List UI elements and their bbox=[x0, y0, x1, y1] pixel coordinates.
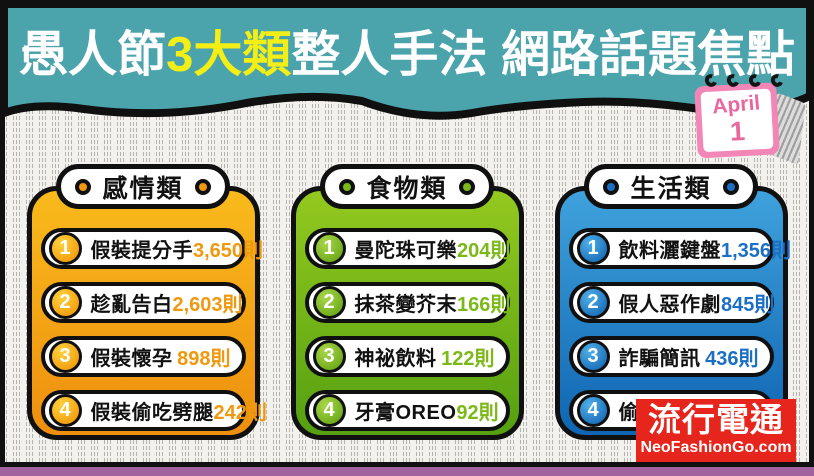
mention-count: 436則 bbox=[705, 348, 759, 370]
prank-label: 神祕飲料 bbox=[354, 348, 437, 370]
prank-label: 抹茶變芥末 bbox=[354, 294, 457, 316]
rank-item: 4 假裝偷吃劈腿 242則 bbox=[40, 390, 267, 431]
brand-name: 流行電通 bbox=[648, 401, 784, 439]
rank-number-badge: 1 bbox=[312, 232, 346, 265]
banner: 愚人節3大類整人手法 網路話題焦點 bbox=[0, 0, 814, 128]
frame-border-right bbox=[809, 0, 814, 467]
mention-count: 1,356則 bbox=[721, 240, 792, 262]
mention-count: 845則 bbox=[721, 294, 775, 316]
category-header: 食物類 bbox=[320, 164, 494, 209]
category-title: 生活類 bbox=[630, 174, 712, 203]
rank-item: 3 假裝懷孕 898則 bbox=[40, 336, 246, 377]
title-suffix: 整人手法 網路話題焦點 bbox=[291, 28, 795, 82]
rank-item: 3 神祕飲料 122則 bbox=[304, 336, 510, 377]
frame-border-left bbox=[0, 0, 5, 467]
bottom-purple-strip bbox=[0, 467, 814, 476]
rank-item: 1 曼陀珠可樂 204則 bbox=[304, 228, 511, 269]
rank-item: 4 牙膏OREO 92則 bbox=[304, 390, 510, 431]
dot-icon bbox=[458, 178, 475, 195]
title-highlight: 3大類 bbox=[166, 28, 292, 82]
prank-label: 曼陀珠可樂 bbox=[354, 240, 457, 262]
rank-number-badge: 3 bbox=[48, 340, 82, 373]
rank-item: 1 飲料灑鍵盤 1,356則 bbox=[568, 228, 791, 269]
page-title: 愚人節3大類整人手法 網路話題焦點 bbox=[0, 15, 814, 86]
rank-number-badge: 2 bbox=[48, 286, 82, 319]
mention-count: 92則 bbox=[456, 402, 499, 424]
prank-label: 假裝懷孕 bbox=[90, 348, 173, 370]
calendar-rings-icon bbox=[696, 72, 792, 89]
rank-item: 3 詐騙簡訊 436則 bbox=[568, 336, 774, 377]
rank-number-badge: 1 bbox=[576, 232, 610, 265]
dot-icon bbox=[603, 178, 620, 195]
rank-item: 2 假人惡作劇 845則 bbox=[568, 282, 775, 323]
mention-count: 2,603則 bbox=[172, 294, 243, 316]
rank-number-badge: 4 bbox=[48, 394, 82, 427]
rank-number-badge: 3 bbox=[312, 340, 346, 373]
prank-label: 假人惡作劇 bbox=[618, 294, 721, 316]
dot-icon bbox=[75, 178, 92, 195]
category-header: 感情類 bbox=[56, 164, 230, 209]
dot-icon bbox=[194, 178, 211, 195]
rank-number-badge: 4 bbox=[576, 394, 610, 427]
calendar-frame: April 1 bbox=[694, 82, 780, 159]
mention-count: 122則 bbox=[441, 348, 495, 370]
brand-logo: 流行電通 NeoFashionGo.com bbox=[636, 399, 796, 462]
category-title: 感情類 bbox=[102, 174, 184, 203]
brand-site-url: NeoFashionGo.com bbox=[640, 439, 792, 456]
category-title: 食物類 bbox=[366, 174, 448, 203]
prank-label: 飲料灑鍵盤 bbox=[618, 240, 721, 262]
rank-number-badge: 3 bbox=[576, 340, 610, 373]
dot-icon bbox=[339, 178, 356, 195]
prank-label: 假裝提分手 bbox=[90, 240, 193, 262]
calendar-day: 1 bbox=[729, 115, 746, 147]
rank-item: 1 假裝提分手 3,650則 bbox=[40, 228, 263, 269]
rank-number-badge: 2 bbox=[312, 286, 346, 319]
category-card-life: 生活類 1 飲料灑鍵盤 1,356則 2 假人惡作劇 845則 3 詐騙簡訊 4… bbox=[554, 164, 791, 440]
mention-count: 204則 bbox=[457, 240, 511, 262]
mention-count: 3,650則 bbox=[193, 240, 264, 262]
rank-number-badge: 2 bbox=[576, 286, 610, 319]
dot-icon bbox=[722, 178, 739, 195]
category-card-romance: 感情類 1 假裝提分手 3,650則 2 趁亂告白 2,603則 3 假裝懷孕 … bbox=[26, 164, 267, 440]
prank-label: 牙膏OREO bbox=[354, 402, 457, 424]
mention-count: 242則 bbox=[213, 402, 267, 424]
category-columns: 感情類 1 假裝提分手 3,650則 2 趁亂告白 2,603則 3 假裝懷孕 … bbox=[0, 164, 814, 440]
mention-count: 898則 bbox=[177, 348, 231, 370]
prank-label: 詐騙簡訊 bbox=[618, 348, 701, 370]
category-header: 生活類 bbox=[584, 164, 758, 209]
prank-label: 假裝偷吃劈腿 bbox=[90, 402, 214, 424]
rank-number-badge: 1 bbox=[48, 232, 82, 265]
rank-item: 2 趁亂告白 2,603則 bbox=[40, 282, 246, 323]
frame-border-bottom bbox=[0, 462, 814, 467]
category-card-food: 食物類 1 曼陀珠可樂 204則 2 抹茶變芥末 166則 3 神祕飲料 122… bbox=[290, 164, 524, 440]
prank-label: 趁亂告白 bbox=[90, 294, 173, 316]
title-prefix: 愚人節 bbox=[19, 28, 167, 82]
calendar-month: April bbox=[711, 91, 762, 119]
calendar-icon: April 1 bbox=[694, 72, 806, 166]
rank-item: 2 抹茶變芥末 166則 bbox=[304, 282, 511, 323]
mention-count: 166則 bbox=[457, 294, 511, 316]
rank-number-badge: 4 bbox=[312, 394, 346, 427]
